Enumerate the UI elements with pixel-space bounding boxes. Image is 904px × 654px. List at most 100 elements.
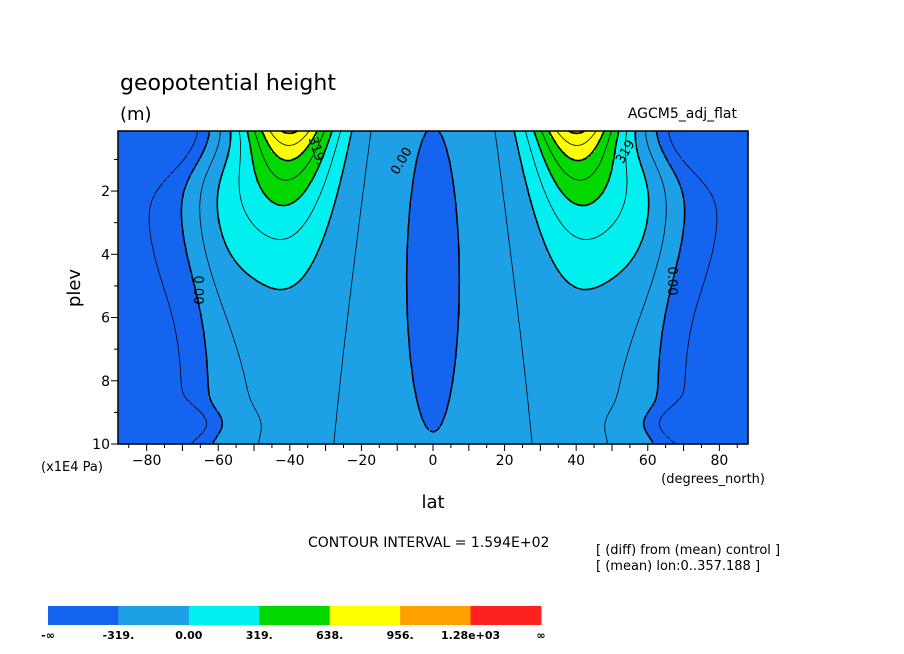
contour-fill-cell xyxy=(424,137,443,141)
y-tick-label: 2 xyxy=(101,184,110,200)
contour-fill-cell xyxy=(220,218,332,222)
contour-fill-cell xyxy=(259,281,299,285)
contour-fill-cell xyxy=(661,347,749,351)
contour-fill-cell xyxy=(181,197,218,201)
contour-fill-cell xyxy=(409,320,458,324)
contour-fill-cell xyxy=(196,293,407,297)
contour-fill-cell xyxy=(457,227,539,231)
contour-fill-cell xyxy=(241,266,311,270)
contour-fill-cell xyxy=(118,389,209,393)
contour-fill-cell xyxy=(646,431,749,435)
contour-fill-cell xyxy=(415,383,452,387)
contour-fill-cell xyxy=(271,146,308,150)
contour-fill-cell xyxy=(205,143,230,147)
contour-fill-cell xyxy=(541,152,566,156)
contour-fill-cell xyxy=(223,425,428,429)
contour-fill-cell xyxy=(220,416,422,420)
contour-fill-cell xyxy=(634,131,659,135)
contour-fill-cell xyxy=(118,149,206,153)
contour-fill-cell xyxy=(292,158,323,162)
contour-fill-cell xyxy=(553,176,611,180)
contour-fill-cell xyxy=(118,431,221,435)
contour-fill-cell xyxy=(658,371,749,375)
x-axis: −80 −60 −40 −20 0 20 40 60 80 xyxy=(128,444,738,469)
contour-fill-cell xyxy=(118,188,185,192)
contour-fill-cell xyxy=(223,170,257,174)
colorbar-swatch xyxy=(188,606,260,625)
contour-fill-cell xyxy=(568,281,608,285)
contour-fill-cell xyxy=(415,164,452,168)
contour-fill-cell xyxy=(208,137,233,141)
contour-fill-cell xyxy=(220,227,329,231)
contour-fill-cell xyxy=(298,155,323,159)
contour-fill-cell xyxy=(307,185,341,189)
contour-fill-cell xyxy=(349,143,422,147)
contour-fill-cell xyxy=(661,146,749,150)
contour-fill-cell xyxy=(541,233,644,237)
colorbar-label: -319. xyxy=(103,629,135,642)
contour-fill-cell xyxy=(571,200,596,204)
contour-fill-cell xyxy=(451,164,524,168)
contour-fill-cell xyxy=(244,269,308,273)
contour-fill-cell xyxy=(229,143,251,147)
contour-fill-cell xyxy=(643,233,683,237)
contour-fill-cell xyxy=(310,266,407,270)
contour-fill-cell xyxy=(349,149,419,153)
contour-fill-cell xyxy=(205,356,410,360)
contour-fill-cell xyxy=(544,158,575,162)
contour-fill-cell xyxy=(409,209,458,213)
contour-fill-cell xyxy=(613,164,641,168)
contour-fill-cell xyxy=(328,227,410,231)
contour-fill-cell xyxy=(556,140,599,144)
contour-fill-cell xyxy=(451,173,524,177)
contour-fill-cell xyxy=(319,164,344,168)
contour-fill-cell xyxy=(670,161,749,165)
contour-fill-cell xyxy=(643,425,749,429)
contour-fill-cell xyxy=(559,185,608,189)
contour-fill-cell xyxy=(202,152,230,156)
contour-fill-cell xyxy=(664,155,749,159)
contour-fill-cell xyxy=(406,248,461,252)
contour-fill-cell xyxy=(322,158,347,162)
contour-fill-cell xyxy=(550,131,572,135)
contour-fill-cell xyxy=(229,248,320,252)
contour-fill-cell xyxy=(637,155,665,159)
contour-fill-cell xyxy=(460,266,557,270)
contour-fill-cell xyxy=(454,179,527,183)
contour-fill-cell xyxy=(409,242,458,246)
contour-fill-cell xyxy=(682,245,749,249)
contour-fill-cell xyxy=(310,143,329,147)
contour-fill-cell xyxy=(118,347,206,351)
contour-fill-cell xyxy=(457,323,665,327)
contour-fill-cell xyxy=(325,152,347,156)
contour-fill-cell xyxy=(301,278,407,282)
contour-fill-cell xyxy=(118,254,188,258)
contour-fill-cell xyxy=(322,242,410,246)
contour-fill-cell xyxy=(406,287,461,291)
contour-fill-cell xyxy=(208,380,413,384)
contour-fill-cell xyxy=(550,254,635,258)
contour-fill-cell xyxy=(409,347,458,351)
colorbar-label: 0.00 xyxy=(175,629,202,642)
contour-fill-cell xyxy=(658,377,749,381)
contour-fill-cell xyxy=(661,332,749,336)
contour-fill-cell xyxy=(514,134,536,138)
contour-fill-cell xyxy=(658,365,749,369)
contour-fill-cell xyxy=(544,155,569,159)
contour-fill-cell xyxy=(217,215,332,219)
contour-fill-cell xyxy=(262,188,308,192)
contour-fill-cell xyxy=(181,215,218,219)
contour-fill-cell xyxy=(685,197,749,201)
contour-fill-cell xyxy=(409,206,458,210)
contour-fill-cell xyxy=(205,335,410,339)
contour-fill-cell xyxy=(301,152,326,156)
contour-fill-cell xyxy=(409,239,458,243)
contour-fill-cell xyxy=(676,272,749,276)
contour-fill-cell xyxy=(220,428,431,432)
contour-fill-cell xyxy=(316,134,332,138)
contour-fill-cell xyxy=(325,233,410,237)
contour-fill-cell xyxy=(457,239,545,243)
contour-fill-cell xyxy=(271,200,296,204)
contour-fill-cell xyxy=(406,257,461,261)
contour-fill-cell xyxy=(118,161,197,165)
